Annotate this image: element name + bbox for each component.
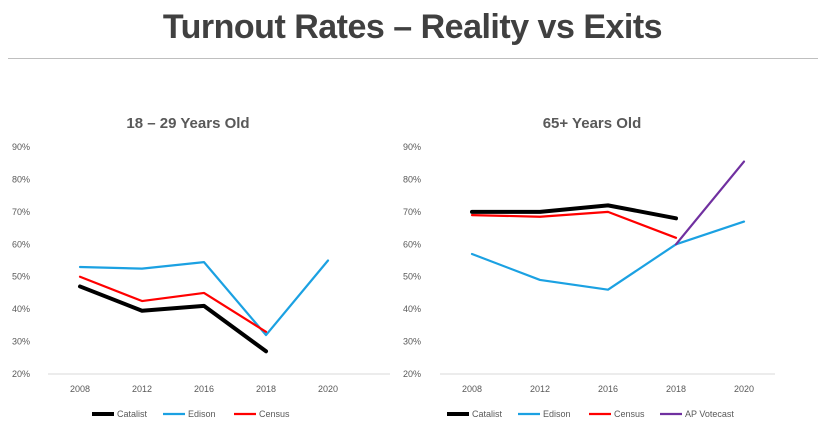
x-tick-label: 2012 xyxy=(530,384,550,394)
y-tick-label: 40% xyxy=(403,304,421,314)
chart-1: 18 – 29 Years Old 20% 30% 40% 50% 60% 70% 80% 90… xyxy=(12,115,390,419)
legend-label: Edison xyxy=(188,409,216,419)
x-tick-label: 2018 xyxy=(666,384,686,394)
title-divider xyxy=(8,58,818,59)
y-tick-label: 30% xyxy=(403,337,421,347)
y-tick-label: 20% xyxy=(12,369,30,379)
legend-item: Edison xyxy=(518,409,571,419)
slide-title: Turnout Rates – Reality vs Exits xyxy=(162,8,663,46)
y-tick-label: 70% xyxy=(12,207,30,217)
chart-title: 65+ Years Old xyxy=(543,115,642,132)
x-tick-label: 2012 xyxy=(132,384,152,394)
y-tick-label: 40% xyxy=(12,304,30,314)
legend-item: AP Votecast xyxy=(660,409,734,419)
y-tick-label: 90% xyxy=(12,142,30,152)
series-line-edison xyxy=(470,220,746,291)
y-tick-label: 50% xyxy=(12,272,30,282)
x-tick-label: 2016 xyxy=(598,384,618,394)
y-tick-label: 20% xyxy=(403,369,421,379)
legend-item: Census xyxy=(234,409,290,419)
y-tick-label: 80% xyxy=(12,174,30,184)
legend-item: Census xyxy=(589,409,645,419)
legend-label: Catalist xyxy=(117,409,148,419)
x-tick-label: 2020 xyxy=(734,384,754,394)
legend-item: Catalist xyxy=(447,409,503,419)
series-line-catalist xyxy=(470,203,678,221)
series-line-census xyxy=(78,275,268,333)
series-line-census xyxy=(470,210,678,239)
chart-2: 65+ Years Old 20% 30% 40% 50% 60% 70% 80% 90% 200… xyxy=(403,115,775,419)
legend-label: AP Votecast xyxy=(685,409,734,419)
legend-label: Census xyxy=(614,409,645,419)
y-tick-label: 60% xyxy=(12,239,30,249)
series-line-edison xyxy=(78,259,330,337)
x-tick-label: 2016 xyxy=(194,384,214,394)
x-tick-label: 2008 xyxy=(462,384,482,394)
y-tick-label: 70% xyxy=(403,207,421,217)
legend-item: Edison xyxy=(163,409,216,419)
x-tick-label: 2018 xyxy=(256,384,276,394)
y-tick-label: 80% xyxy=(403,174,421,184)
y-tick-label: 50% xyxy=(403,272,421,282)
chart-title: 18 – 29 Years Old xyxy=(126,115,249,132)
y-tick-label: 30% xyxy=(12,337,30,347)
legend-label: Census xyxy=(259,409,290,419)
series-line-ap-votecast xyxy=(674,160,746,246)
legend-label: Edison xyxy=(543,409,571,419)
x-tick-label: 2008 xyxy=(70,384,90,394)
legend-item: Catalist xyxy=(92,409,148,419)
x-tick-label: 2020 xyxy=(318,384,338,394)
series-line-catalist xyxy=(78,284,268,354)
y-tick-label: 90% xyxy=(403,142,421,152)
legend-label: Catalist xyxy=(472,409,503,419)
y-tick-label: 60% xyxy=(403,239,421,249)
